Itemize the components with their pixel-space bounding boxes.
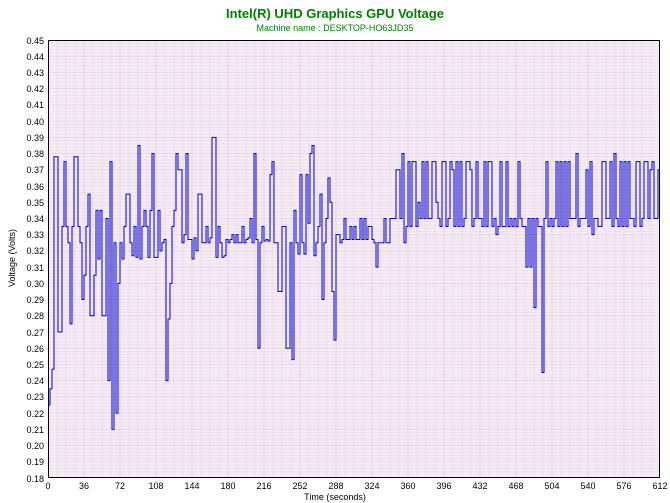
chart-plot-area (48, 40, 660, 478)
y-tick-label: 0.21 (18, 425, 44, 435)
chart-container: Intel(R) UHD Graphics GPU Voltage Machin… (0, 0, 670, 503)
y-tick-label: 0.27 (18, 328, 44, 338)
x-tick-label: 144 (177, 481, 207, 491)
y-tick-label: 0.45 (18, 36, 44, 46)
x-tick-label: 504 (537, 481, 567, 491)
y-tick-label: 0.26 (18, 344, 44, 354)
y-tick-label: 0.36 (18, 182, 44, 192)
x-tick-label: 360 (393, 481, 423, 491)
y-tick-label: 0.24 (18, 376, 44, 386)
y-tick-label: 0.25 (18, 360, 44, 370)
x-tick-label: 324 (357, 481, 387, 491)
x-tick-label: 108 (141, 481, 171, 491)
y-tick-label: 0.28 (18, 311, 44, 321)
x-tick-label: 468 (501, 481, 531, 491)
x-tick-label: 432 (465, 481, 495, 491)
y-tick-label: 0.31 (18, 263, 44, 273)
x-tick-label: 540 (573, 481, 603, 491)
x-tick-label: 252 (285, 481, 315, 491)
y-tick-label: 0.37 (18, 165, 44, 175)
chart-title: Intel(R) UHD Graphics GPU Voltage (0, 6, 670, 21)
y-tick-label: 0.38 (18, 149, 44, 159)
x-tick-label: 612 (645, 481, 670, 491)
x-tick-label: 216 (249, 481, 279, 491)
x-tick-label: 72 (105, 481, 135, 491)
y-tick-label: 0.41 (18, 100, 44, 110)
y-tick-label: 0.30 (18, 279, 44, 289)
y-tick-label: 0.34 (18, 214, 44, 224)
y-tick-label: 0.20 (18, 441, 44, 451)
x-tick-label: 180 (213, 481, 243, 491)
y-axis-label: Voltage (Volts) (7, 208, 17, 308)
y-tick-label: 0.43 (18, 68, 44, 78)
y-tick-label: 0.32 (18, 246, 44, 256)
y-tick-label: 0.19 (18, 457, 44, 467)
y-tick-label: 0.22 (18, 409, 44, 419)
x-tick-label: 0 (33, 481, 63, 491)
x-tick-label: 288 (321, 481, 351, 491)
y-tick-label: 0.33 (18, 230, 44, 240)
x-tick-label: 396 (429, 481, 459, 491)
y-tick-label: 0.29 (18, 295, 44, 305)
x-axis-label: Time (seconds) (0, 492, 670, 502)
y-tick-label: 0.40 (18, 117, 44, 127)
y-tick-label: 0.42 (18, 84, 44, 94)
y-tick-label: 0.23 (18, 392, 44, 402)
y-tick-label: 0.35 (18, 198, 44, 208)
y-tick-label: 0.44 (18, 52, 44, 62)
y-tick-label: 0.39 (18, 133, 44, 143)
x-tick-label: 576 (609, 481, 639, 491)
x-tick-label: 36 (69, 481, 99, 491)
chart-subtitle: Machine name : DESKTOP-HO63JD35 (0, 23, 670, 33)
